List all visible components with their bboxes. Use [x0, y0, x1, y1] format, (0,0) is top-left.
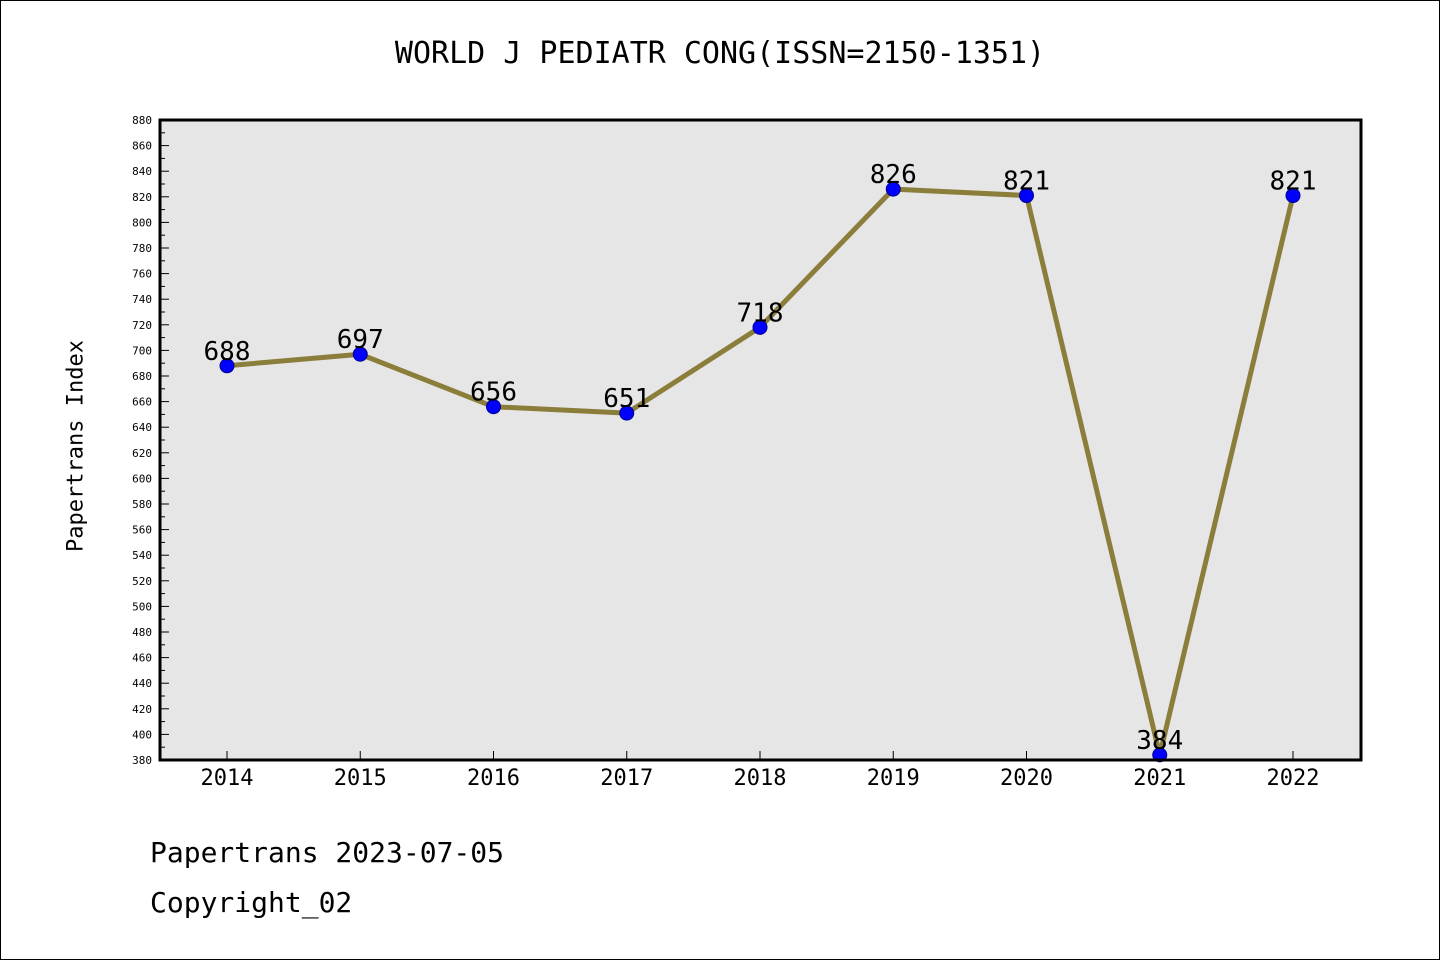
x-tick-label: 2019 [867, 766, 920, 791]
y-tick-label: 640 [132, 421, 152, 434]
plot-area [160, 120, 1361, 760]
data-label: 826 [870, 160, 917, 190]
y-tick-label: 720 [132, 319, 152, 332]
data-point [885, 181, 901, 197]
y-tick-label: 700 [132, 344, 152, 357]
y-tick-label: 680 [132, 370, 152, 383]
x-tick-label: 2020 [1000, 766, 1053, 791]
y-tick-label: 420 [132, 703, 152, 716]
chart-title: WORLD J PEDIATR CONG(ISSN=2150-1351) [394, 36, 1046, 71]
y-tick-label: 620 [132, 447, 152, 460]
footer-copyright-text: Copyright_02 [150, 886, 353, 919]
data-point [1019, 188, 1034, 204]
data-point [752, 319, 768, 335]
data-point [486, 399, 501, 415]
x-tick-label: 2021 [1133, 766, 1186, 791]
data-label: 656 [470, 378, 517, 408]
y-tick-label: 520 [132, 575, 152, 588]
y-tick-label: 500 [132, 600, 152, 613]
y-tick-label: 860 [132, 140, 152, 153]
data-label: 821 [1270, 167, 1317, 197]
data-label: 384 [1136, 726, 1183, 756]
y-tick-label: 380 [132, 754, 152, 767]
y-tick-label: 560 [132, 524, 152, 537]
x-tick-label: 2018 [734, 766, 787, 791]
data-point [1285, 188, 1301, 204]
y-tick-label: 540 [132, 549, 152, 562]
data-label: 821 [1003, 167, 1050, 197]
y-tick-label: 840 [132, 165, 152, 178]
y-tick-label: 820 [132, 191, 152, 204]
y-tick-label: 880 [132, 114, 152, 127]
data-label: 718 [737, 298, 784, 328]
y-tick-label: 460 [132, 652, 152, 665]
data-label: 651 [603, 384, 650, 414]
data-point [619, 405, 635, 421]
x-tick-label: 2015 [334, 766, 387, 791]
data-point [219, 358, 235, 374]
y-tick-label: 760 [132, 268, 152, 281]
y-tick-label: 400 [132, 728, 152, 741]
plot-border [158, 118, 1363, 762]
x-tick-label: 2016 [467, 766, 520, 791]
y-tick-label: 480 [132, 626, 152, 639]
y-tick-label: 600 [132, 472, 152, 485]
y-tick-label: 440 [132, 677, 152, 690]
y-tick-label: 780 [132, 242, 152, 255]
y-tick-label: 660 [132, 396, 152, 409]
y-tick-label: 800 [132, 216, 152, 229]
footer-date-text: Papertrans 2023-07-05 [150, 836, 505, 869]
data-label: 688 [204, 337, 251, 367]
data-point [352, 346, 368, 362]
y-tick-label: 740 [132, 293, 152, 306]
x-tick-label: 2022 [1267, 766, 1320, 791]
data-point [1152, 747, 1168, 763]
y-tick-label: 580 [132, 498, 152, 511]
x-tick-label: 2017 [600, 766, 653, 791]
data-label: 697 [337, 325, 384, 355]
x-tick-label: 2014 [201, 766, 254, 791]
